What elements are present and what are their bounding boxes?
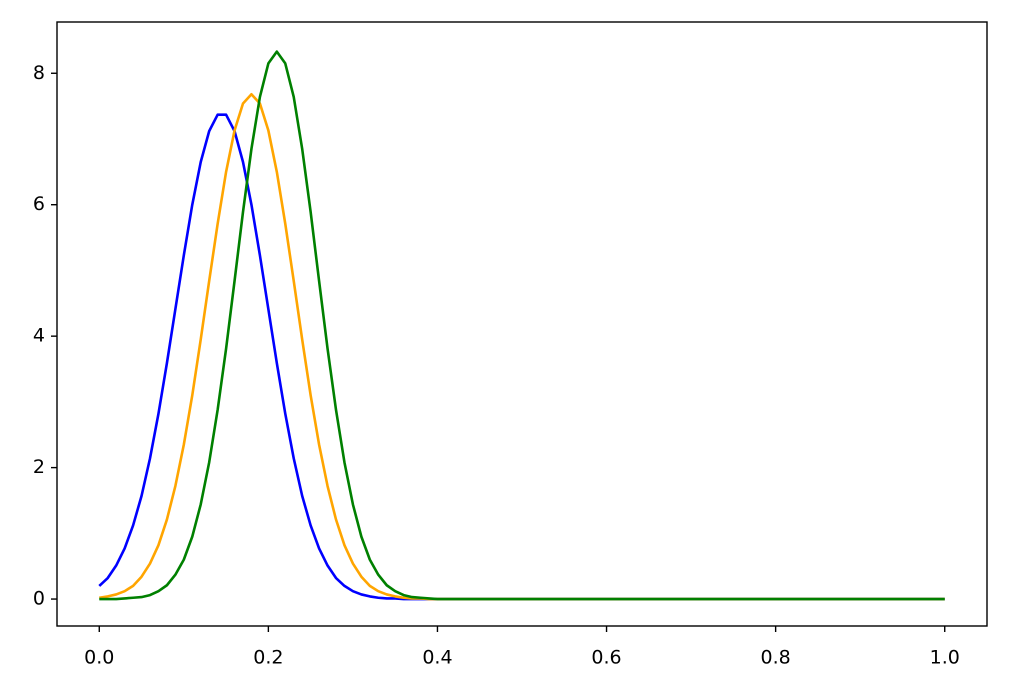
y-tick-label: 8 (33, 62, 45, 84)
line (99, 50, 945, 601)
y-tick-label: 0 (33, 588, 45, 610)
x-tick-label: 0.0 (84, 647, 114, 669)
x-tick-label: 1.0 (930, 647, 960, 669)
x-tick-label: 0.4 (422, 647, 452, 669)
x-tick-label: 0.2 (253, 647, 283, 669)
x-tick-label: 0.8 (761, 647, 791, 669)
x-tick-label: 0.6 (591, 647, 621, 669)
plot-frame (56, 21, 988, 627)
y-tick-label: 4 (33, 325, 45, 347)
y-tick-label: 2 (33, 456, 45, 478)
y-tick-label: 6 (33, 193, 45, 215)
